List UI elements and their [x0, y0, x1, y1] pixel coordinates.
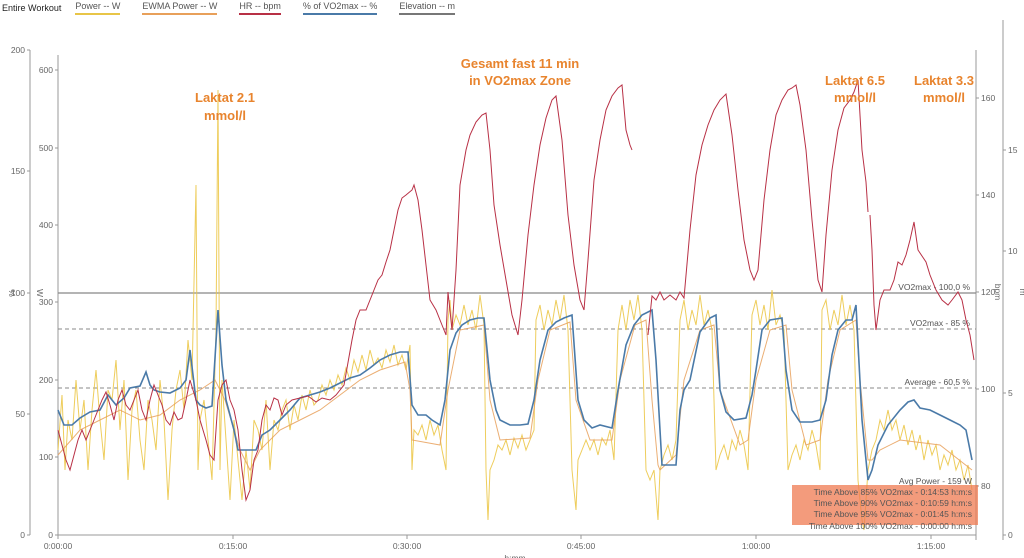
svg-text:0:45:00: 0:45:00	[567, 541, 596, 551]
x-axis: 0:00:00 0:15:00 0:30:00 0:45:00 1:00:00 …	[44, 534, 976, 558]
power-series	[57, 89, 973, 531]
svg-text:10: 10	[1008, 246, 1018, 256]
svg-text:15: 15	[1008, 145, 1018, 155]
annotation-laktat-3-3-line2: mmol/l	[923, 90, 965, 105]
stat-time-above-85: Time Above 85% VO2max - 0:14:53 h:m:s	[814, 487, 972, 497]
legend-item-ewma-power[interactable]: EWMA Power -- W	[142, 1, 218, 15]
svg-text:5: 5	[1008, 388, 1013, 398]
ref-label-average: Average - 60,5 %	[904, 377, 970, 387]
vo2max-series	[57, 304, 973, 481]
svg-text:m: m	[1018, 288, 1024, 295]
svg-text:0: 0	[48, 530, 53, 540]
svg-text:1:00:00: 1:00:00	[742, 541, 771, 551]
annotation-laktat-6-5-line2: mmol/l	[834, 90, 876, 105]
annotation-vo2max-zone-line1: Gesamt fast 11 min	[461, 56, 580, 71]
svg-text:80: 80	[981, 481, 991, 491]
svg-text:500: 500	[39, 143, 53, 153]
elevation-axis: 0 5 10 15 m	[1002, 20, 1024, 540]
hr-series-segment-2	[647, 79, 869, 336]
svg-text:bpm: bpm	[993, 284, 1003, 301]
annotation-laktat-2-1-line1: Laktat 2.1	[195, 90, 255, 105]
svg-text:W: W	[35, 289, 45, 297]
legend-item-elevation[interactable]: Elevation -- m	[399, 1, 455, 15]
hr-series	[57, 84, 633, 502]
svg-text:50: 50	[16, 409, 26, 419]
watts-axis: 0 100 200 300 400 500 600 W	[35, 55, 59, 540]
svg-text:200: 200	[39, 375, 53, 385]
svg-text:%: %	[7, 289, 17, 297]
pct-axis: 0 50 100 150 200 %	[7, 45, 31, 540]
svg-text:100: 100	[11, 288, 25, 298]
svg-text:140: 140	[981, 190, 995, 200]
svg-text:400: 400	[39, 220, 53, 230]
svg-text:100: 100	[981, 384, 995, 394]
annotation-laktat-2-1-line2: mmol/l	[204, 108, 246, 123]
svg-text:160: 160	[981, 93, 995, 103]
stat-avg-power: Avg Power - 159 W	[899, 476, 972, 486]
stat-time-above-100: Time Above 100% VO2max - 0:00:00 h:m:s	[809, 521, 972, 531]
stat-time-above-95: Time Above 95% VO2max - 0:01:45 h:m:s	[814, 509, 972, 519]
svg-text:120: 120	[981, 287, 995, 297]
stats-box: Avg Power - 159 W Time Above 85% VO2max …	[792, 476, 978, 531]
svg-text:0: 0	[1008, 530, 1013, 540]
svg-text:150: 150	[11, 166, 25, 176]
svg-text:0: 0	[20, 530, 25, 540]
legend-item-hr[interactable]: HR -- bpm	[239, 1, 281, 15]
hr-series-segment-3	[869, 214, 975, 361]
svg-text:200: 200	[11, 45, 25, 55]
legend-title: Entire Workout	[2, 3, 62, 13]
svg-text:0:15:00: 0:15:00	[219, 541, 248, 551]
legend-item-vo2max[interactable]: % of VO2max -- %	[302, 1, 378, 15]
svg-text:300: 300	[39, 297, 53, 307]
svg-text:0:30:00: 0:30:00	[393, 541, 422, 551]
svg-text:600: 600	[39, 65, 53, 75]
svg-text:h:mm: h:mm	[504, 553, 525, 558]
ewma-power-series	[57, 319, 973, 472]
svg-text:100: 100	[39, 452, 53, 462]
bpm-axis: 80 100 120 140 160 bpm	[975, 50, 1003, 540]
legend-item-power[interactable]: Power -- W	[75, 1, 121, 15]
ref-label-vo2max-85: VO2max - 85 %	[910, 318, 970, 328]
annotation-laktat-3-3-line1: Laktat 3.3	[914, 73, 974, 88]
chart-legend: Entire Workout Power -- W EWMA Power -- …	[0, 0, 477, 16]
svg-text:1:15:00: 1:15:00	[917, 541, 946, 551]
annotation-laktat-6-5-line1: Laktat 6.5	[825, 73, 885, 88]
annotation-vo2max-zone-line2: in VO2max Zone	[469, 73, 571, 88]
svg-text:0:00:00: 0:00:00	[44, 541, 73, 551]
annotations: Laktat 2.1 mmol/l Gesamt fast 11 min in …	[195, 56, 974, 123]
stat-time-above-90: Time Above 90% VO2max - 0:10:59 h:m:s	[814, 498, 972, 508]
